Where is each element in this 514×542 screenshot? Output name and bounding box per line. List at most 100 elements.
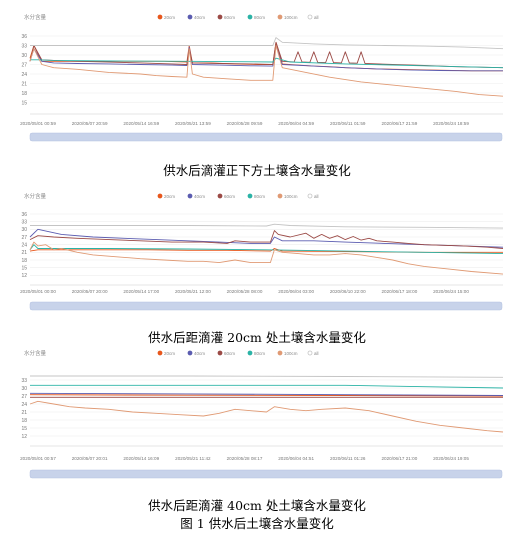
y-tick-label: 12 bbox=[21, 273, 27, 279]
zoom-slider bbox=[29, 469, 503, 479]
y-tick-label: 24 bbox=[21, 402, 27, 408]
series-line-80cm bbox=[30, 384, 504, 389]
y-axis-label: 水分含量 bbox=[24, 13, 47, 21]
y-tick-label: 18 bbox=[21, 418, 27, 424]
legend-marker-80cm bbox=[247, 14, 253, 20]
chart-3-caption: 供水后距滴灌 40cm 处土壤含水量变化 bbox=[148, 498, 366, 513]
legend-marker-40cm bbox=[187, 350, 193, 356]
x-tick-label: 2020/05/28 08:17 bbox=[227, 456, 263, 461]
y-tick-label: 30 bbox=[21, 227, 27, 233]
series-line-40cm bbox=[29, 392, 504, 396]
legend-marker-all bbox=[307, 350, 313, 356]
series-line-60cm bbox=[29, 41, 504, 69]
series-line-40cm bbox=[29, 45, 503, 72]
x-tick-label: 2020/06/04 03:00 bbox=[278, 289, 314, 294]
x-tick-label: 2020/06/24 19:05 bbox=[433, 456, 469, 461]
x-tick-label: 2020/05/07 20:59 bbox=[72, 121, 108, 126]
legend-marker-60cm bbox=[217, 14, 223, 20]
x-tick-label: 2020/06/11 01:59 bbox=[330, 121, 366, 126]
y-tick-label: 18 bbox=[21, 91, 27, 97]
x-tick-label: 2020/06/04 04:51 bbox=[278, 456, 314, 461]
figure-caption: 图 1 供水后土壤含水量变化 bbox=[180, 516, 334, 531]
series-line-all bbox=[30, 375, 504, 378]
x-tick-label: 2020/05/28 09:59 bbox=[227, 121, 263, 126]
series-line-100cm bbox=[29, 400, 504, 433]
series-line-20cm bbox=[29, 394, 504, 397]
legend-label-20cm: 20cm bbox=[164, 15, 175, 20]
chart-1: 水分含量 20cm 40cm 60cm 80cm 100cm all 15 18 21 24 27 30… bbox=[20, 13, 504, 142]
legend-label-20cm: 20cm bbox=[164, 194, 175, 199]
chart-panel-2: 水分含量 20cm 40cm 60cm 80cm 100cm all 12 15 18 21 24 27… bbox=[0, 178, 514, 318]
legend-marker-100cm bbox=[277, 350, 283, 356]
legend-label-40cm: 40cm bbox=[194, 15, 205, 20]
x-tick-label: 2020/06/04 04:59 bbox=[278, 121, 314, 126]
x-tick-label: 2020/05/14 17:00 bbox=[123, 289, 159, 294]
legend-label-40cm: 40cm bbox=[194, 351, 205, 356]
legend-marker-40cm bbox=[187, 14, 193, 20]
chart-panel-3: 水分含量 20cm 40cm 60cm 80cm 100cm all 12 15 18 21 24 27… bbox=[0, 344, 514, 486]
legend-marker-all bbox=[307, 14, 313, 20]
legend-label-all: all bbox=[314, 15, 319, 20]
x-tick-label: 2020/05/01 00:57 bbox=[20, 456, 56, 461]
legend-label-100cm: 100cm bbox=[284, 194, 298, 199]
legend-label-40cm: 40cm bbox=[194, 194, 205, 199]
y-tick-label: 21 bbox=[21, 410, 27, 416]
x-tick-label: 2020/06/11 01:26 bbox=[330, 456, 366, 461]
y-tick-label: 27 bbox=[21, 62, 27, 68]
y-tick-label: 15 bbox=[21, 265, 27, 271]
legend-marker-80cm bbox=[247, 350, 253, 356]
y-tick-label: 24 bbox=[21, 242, 27, 248]
legend-label-80cm: 80cm bbox=[254, 351, 265, 356]
legend-label-80cm: 80cm bbox=[254, 194, 265, 199]
x-tick-label: 2020/05/21 12:00 bbox=[175, 289, 211, 294]
y-tick-label: 27 bbox=[21, 394, 27, 400]
chart-2-caption: 供水后距滴灌 20cm 处土壤含水量变化 bbox=[148, 330, 366, 345]
y-tick-label: 36 bbox=[21, 34, 27, 40]
y-tick-label: 18 bbox=[21, 258, 27, 264]
y-tick-label: 33 bbox=[21, 43, 27, 49]
x-tick-label: 2020/06/17 21:59 bbox=[381, 121, 417, 126]
x-tick-label: 2020/05/07 20:01 bbox=[72, 456, 108, 461]
y-tick-label: 27 bbox=[21, 235, 27, 241]
y-tick-label: 15 bbox=[21, 100, 27, 106]
y-axis-label: 水分含量 bbox=[24, 192, 47, 200]
chart-3: 水分含量 20cm 40cm 60cm 80cm 100cm all 12 15 18 21 24 27… bbox=[20, 349, 504, 479]
legend-label-60cm: 60cm bbox=[224, 15, 235, 20]
y-tick-label: 24 bbox=[21, 72, 27, 78]
chart-panel-1: 水分含量 20cm 40cm 60cm 80cm 100cm all 15 18 21 24 27 30… bbox=[0, 0, 514, 158]
y-tick-label: 30 bbox=[21, 53, 27, 59]
legend-label-80cm: 80cm bbox=[254, 15, 265, 20]
series-line-40cm bbox=[29, 228, 504, 248]
zoom-slider bbox=[29, 301, 503, 311]
x-tick-label: 2020/06/10 22:00 bbox=[330, 289, 366, 294]
legend-label-100cm: 100cm bbox=[284, 15, 298, 20]
legend-label-all: all bbox=[314, 351, 319, 356]
y-axis-label: 水分含量 bbox=[24, 349, 47, 357]
y-tick-label: 33 bbox=[21, 219, 27, 225]
legend-marker-40cm bbox=[187, 193, 193, 199]
legend-label-100cm: 100cm bbox=[284, 351, 298, 356]
series-line-all bbox=[30, 37, 504, 50]
series-line-80cm bbox=[30, 57, 504, 69]
x-tick-label: 2020/05/21 11:42 bbox=[175, 456, 211, 461]
legend-label-60cm: 60cm bbox=[224, 194, 235, 199]
chart-1-caption: 供水后滴灌正下方土壤含水量变化 bbox=[163, 163, 351, 178]
series-line-60cm bbox=[29, 230, 504, 249]
legend-marker-60cm bbox=[217, 350, 223, 356]
y-tick-label: 21 bbox=[21, 250, 27, 256]
y-tick-label: 21 bbox=[21, 81, 27, 87]
x-tick-label: 2020/05/14 16:09 bbox=[123, 456, 159, 461]
legend-marker-60cm bbox=[217, 193, 223, 199]
y-tick-label: 30 bbox=[21, 386, 27, 392]
legend-marker-100cm bbox=[277, 14, 283, 20]
x-tick-label: 2020/06/17 21:00 bbox=[381, 456, 417, 461]
x-tick-label: 2020/05/14 16:59 bbox=[123, 121, 159, 126]
zoom-slider bbox=[29, 132, 503, 142]
series-line-all bbox=[30, 223, 504, 229]
y-tick-label: 36 bbox=[21, 212, 27, 218]
x-tick-label: 2020/05/01 00:59 bbox=[20, 121, 56, 126]
y-tick-label: 15 bbox=[21, 426, 27, 432]
x-tick-label: 2020/05/07 20:00 bbox=[72, 289, 108, 294]
legend-label-20cm: 20cm bbox=[164, 351, 175, 356]
